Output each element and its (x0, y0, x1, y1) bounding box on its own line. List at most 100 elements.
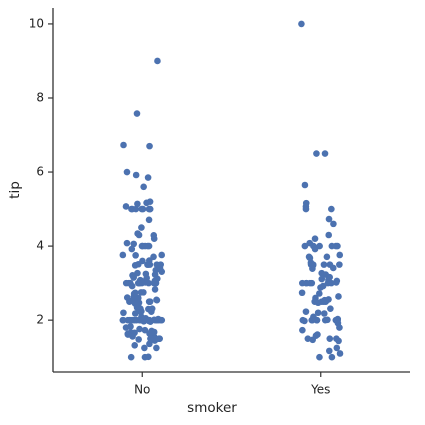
point (321, 310, 328, 317)
point (309, 316, 316, 324)
point (127, 316, 135, 324)
point (132, 171, 140, 179)
point (134, 279, 142, 287)
point (155, 335, 162, 342)
y-tick-label: 10 (29, 16, 44, 30)
point (131, 262, 139, 269)
point (298, 20, 305, 28)
point (320, 261, 328, 268)
point (123, 239, 131, 247)
point (336, 261, 343, 268)
point (120, 309, 127, 317)
point (138, 307, 145, 315)
point (322, 271, 329, 278)
point (158, 316, 166, 324)
point (328, 353, 336, 361)
point (328, 279, 335, 287)
point (311, 235, 319, 242)
point (328, 205, 335, 213)
point (142, 270, 150, 278)
point (138, 205, 146, 213)
point (122, 203, 130, 210)
point (306, 279, 314, 287)
point (315, 290, 323, 297)
point (318, 275, 326, 283)
y-tick-label: 8 (36, 90, 44, 104)
point (329, 264, 337, 272)
point (321, 150, 329, 157)
point (130, 240, 138, 248)
point (141, 326, 149, 334)
point (119, 316, 127, 324)
point (327, 305, 334, 312)
point (146, 316, 153, 324)
point (305, 253, 313, 261)
point (328, 242, 336, 250)
point (127, 353, 135, 361)
point (134, 269, 141, 277)
point (154, 57, 161, 65)
point (151, 286, 159, 293)
point (313, 150, 320, 157)
point (323, 253, 331, 261)
y-tick-label: 4 (36, 239, 44, 253)
point (325, 347, 333, 355)
point (325, 231, 333, 239)
point (133, 110, 141, 117)
point (302, 205, 310, 213)
point (150, 335, 158, 342)
point (336, 324, 343, 331)
point (336, 350, 344, 357)
point (123, 294, 131, 301)
point (144, 174, 152, 181)
point (128, 297, 136, 305)
point (153, 296, 160, 304)
point (128, 282, 136, 290)
point (141, 242, 149, 250)
point (157, 261, 164, 268)
point (131, 342, 139, 349)
point (301, 242, 309, 250)
point (145, 205, 153, 213)
point (119, 251, 127, 259)
y-tick-label: 6 (36, 165, 44, 179)
point (301, 317, 308, 325)
point (326, 335, 334, 342)
point (144, 261, 152, 268)
point (130, 274, 137, 281)
point (158, 251, 166, 259)
point (309, 336, 316, 344)
point (131, 310, 139, 317)
point (299, 326, 306, 334)
point (150, 328, 158, 336)
point (134, 200, 141, 208)
x-tick-label: No (134, 383, 150, 397)
x-axis-label: smoker (187, 400, 237, 416)
point (298, 289, 306, 297)
point (145, 216, 153, 224)
point (140, 183, 147, 191)
point (325, 215, 333, 223)
y-axis-label: tip (7, 181, 23, 199)
x-tick-label: Yes (310, 383, 330, 397)
point (128, 205, 136, 213)
point (336, 251, 344, 259)
point (153, 344, 160, 352)
point (136, 325, 143, 333)
point (333, 344, 341, 352)
point (123, 168, 131, 176)
point (131, 289, 139, 297)
y-tick-label: 2 (36, 313, 44, 327)
point (335, 337, 342, 345)
point (150, 235, 158, 242)
point (314, 309, 322, 317)
point (332, 316, 340, 324)
point (330, 220, 337, 228)
point (138, 224, 145, 231)
point (141, 344, 148, 352)
point (133, 316, 140, 324)
point (309, 261, 317, 268)
point (122, 324, 130, 331)
point (150, 253, 157, 261)
point (311, 245, 319, 253)
